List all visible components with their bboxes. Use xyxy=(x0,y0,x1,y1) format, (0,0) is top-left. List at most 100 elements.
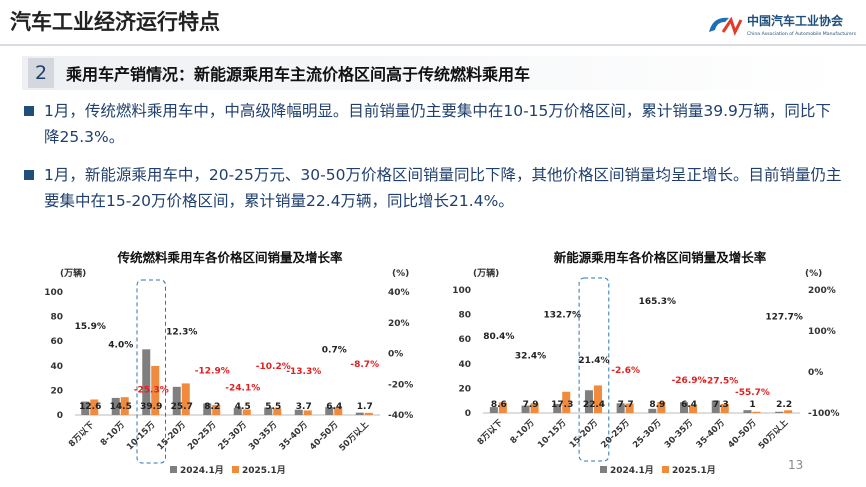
logo: 中国汽车工业协会 China Association of Automobile… xyxy=(709,13,857,37)
chart: 新能源乘用车各价格区间销量及增长率 (万辆) (%) 0 20 40 60 80 100 -100… xyxy=(452,250,840,476)
bar xyxy=(181,383,190,415)
section-title: 乘用车产销情况：新能源乘用车主流价格区间高于传统燃料乘用车 xyxy=(66,65,531,84)
value-label: 7.7 xyxy=(618,400,634,410)
section-bar xyxy=(22,56,842,90)
y-tick-label: 0 xyxy=(465,409,471,419)
section-number: 2 xyxy=(28,58,54,88)
value-label: 8.2 xyxy=(204,402,220,412)
bar xyxy=(212,404,221,415)
y2-tick-label: 0% xyxy=(808,368,823,378)
bar xyxy=(562,391,571,413)
growth-label: 132.7% xyxy=(544,311,582,321)
growth-label: -13.3% xyxy=(286,367,321,377)
page-number: 13 xyxy=(788,458,804,472)
y2-tick-label: 20% xyxy=(388,319,410,329)
growth-label: -10.2% xyxy=(256,362,291,372)
bar xyxy=(775,411,784,413)
y2-tick-label: -40% xyxy=(388,411,413,421)
highlight-box xyxy=(136,279,166,464)
legend-label: 2025.1月 xyxy=(242,465,286,476)
header-title: 汽车工业经济运行特点 xyxy=(10,10,220,34)
y2-tick-label: 40% xyxy=(388,288,410,298)
y-axis-label: (万辆) xyxy=(473,267,499,279)
y-tick-label: 60 xyxy=(50,337,63,347)
bar xyxy=(264,407,273,415)
bar xyxy=(172,386,181,415)
header-rule xyxy=(0,44,866,46)
growth-label: 12.3% xyxy=(166,328,197,338)
value-label: 25.7 xyxy=(171,402,193,412)
y2-axis-label: (%) xyxy=(805,269,822,279)
value-label: 22.4 xyxy=(583,400,605,410)
bar xyxy=(303,410,312,415)
growth-label: -8.7% xyxy=(350,360,379,370)
bar xyxy=(553,403,562,413)
growth-label: 4.0% xyxy=(108,340,133,350)
bar xyxy=(489,407,498,413)
bar xyxy=(689,405,698,413)
value-label: 6.4 xyxy=(326,402,342,412)
growth-label: -24.1% xyxy=(225,384,260,394)
x-tick-label: 30-35万 xyxy=(663,418,696,451)
bar xyxy=(743,410,752,413)
y2-tick-label: 200% xyxy=(808,286,836,296)
bar xyxy=(364,412,373,415)
growth-label: -27.5% xyxy=(703,376,738,386)
bar xyxy=(81,401,90,415)
value-label: 6.4 xyxy=(681,400,697,410)
y2-axis-label: (%) xyxy=(392,269,409,279)
legend-label: 2024.1月 xyxy=(180,465,224,476)
x-tick-label: 8万以下 xyxy=(67,420,97,450)
value-label: 3.7 xyxy=(296,402,312,412)
growth-label: 127.7% xyxy=(765,313,803,323)
growth-label: 165.3% xyxy=(639,297,677,307)
value-label: 8.9 xyxy=(649,400,665,410)
value-label: 8.6 xyxy=(491,400,507,410)
bar xyxy=(711,400,720,413)
x-tick-label: 8万以下 xyxy=(476,418,506,448)
legend-swatch xyxy=(662,466,669,473)
x-tick-label: 10-15万 xyxy=(536,418,569,451)
value-label: 2.2 xyxy=(776,400,792,410)
bar xyxy=(530,403,539,413)
x-tick-label: 50万以上 xyxy=(756,417,791,452)
bar xyxy=(616,403,625,413)
bar xyxy=(584,390,593,413)
y-tick-label: 60 xyxy=(458,335,471,345)
y-tick-label: 80 xyxy=(458,311,471,321)
growth-label: 80.4% xyxy=(483,332,514,342)
bar xyxy=(752,411,761,413)
bar xyxy=(593,385,602,413)
bar xyxy=(151,365,160,415)
value-label: 5.5 xyxy=(265,402,281,412)
x-tick-label: 35-40万 xyxy=(278,420,311,453)
x-tick-label: 40-50万 xyxy=(308,420,341,453)
growth-label: -25.3% xyxy=(134,385,169,395)
growth-label: -55.7% xyxy=(735,388,770,398)
x-tick-label: 35-40万 xyxy=(695,418,728,451)
chart-title: 新能源乘用车各价格区间销量及增长率 xyxy=(554,250,767,265)
y2-tick-label: -100% xyxy=(808,409,840,419)
y-tick-label: 40 xyxy=(458,360,471,370)
value-label: 7.9 xyxy=(523,400,539,410)
value-label: 12.6 xyxy=(79,402,101,412)
value-label: 39.9 xyxy=(140,402,162,412)
y-axis-label: (万辆) xyxy=(60,267,86,279)
logo-mark xyxy=(721,16,743,36)
bar xyxy=(355,412,364,415)
x-tick-label: 20-25万 xyxy=(599,418,632,451)
bar xyxy=(242,409,251,415)
y-tick-label: 40 xyxy=(50,362,63,372)
bar xyxy=(720,404,729,413)
highlight-box xyxy=(578,277,610,462)
x-tick-label: 8-10万 xyxy=(509,418,537,446)
legend-swatch xyxy=(232,466,239,473)
chart-title: 传统燃料乘用车各价格区间销量及增长率 xyxy=(116,250,343,265)
logo-mark xyxy=(709,17,729,32)
y-tick-label: 100 xyxy=(452,286,471,296)
bullet: 1月，传统燃料乘用车中，中高级降幅明显。目前销量仍主要集中在10-15万价格区间… xyxy=(22,98,842,150)
logo-subtext: China Association of Automobile Manufact… xyxy=(747,31,857,37)
bar xyxy=(111,397,120,415)
x-tick-label: 30-35万 xyxy=(247,420,280,453)
